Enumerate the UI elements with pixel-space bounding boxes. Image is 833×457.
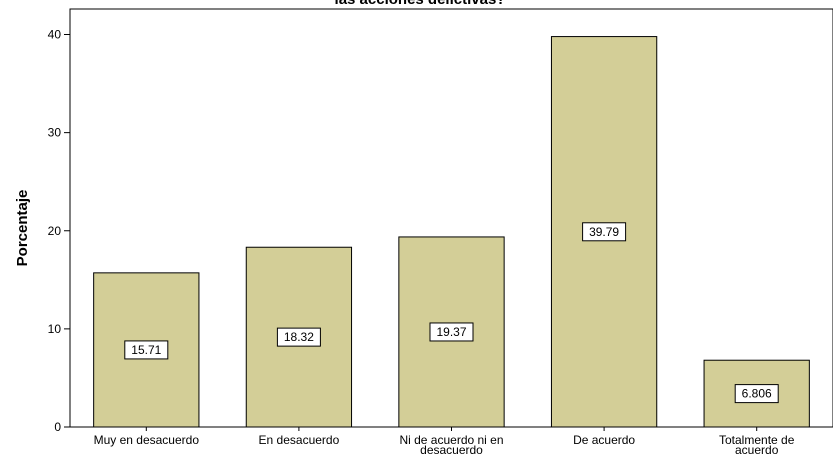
y-tick-label: 40 bbox=[48, 28, 62, 42]
y-axis: 0 10 20 30 40 bbox=[48, 28, 70, 434]
x-tick-label: desacuerdo bbox=[420, 443, 483, 457]
x-tick-label: En desacuerdo bbox=[259, 433, 340, 447]
y-tick-label: 10 bbox=[48, 322, 62, 336]
bars: 15.71 18.32 19.37 39.79 6.806 bbox=[93, 36, 810, 428]
y-tick-label: 30 bbox=[48, 126, 62, 140]
data-label: 15.71 bbox=[131, 343, 161, 357]
chart-title: las acciones delictivas? bbox=[335, 0, 506, 8]
x-axis-labels: Muy en desacuerdo En desacuerdo Ni de acue… bbox=[94, 427, 795, 457]
x-tick-label: Ni de acuerdo ni en bbox=[399, 433, 503, 447]
bar bbox=[93, 272, 200, 428]
y-tick-label: 0 bbox=[54, 420, 61, 434]
x-tick-label: De acuerdo bbox=[573, 433, 635, 447]
data-label-box bbox=[276, 327, 321, 347]
data-label: 39.79 bbox=[589, 225, 619, 239]
data-label-box bbox=[429, 322, 474, 342]
y-axis-label: Porcentaje bbox=[14, 190, 31, 267]
data-label-box bbox=[582, 222, 627, 242]
x-tick-label: Muy en desacuerdo bbox=[94, 433, 200, 447]
data-label: 18.32 bbox=[284, 330, 314, 344]
x-tick-label: acuerdo bbox=[735, 443, 779, 457]
data-label: 19.37 bbox=[436, 325, 466, 339]
y-tick-label: 20 bbox=[48, 224, 62, 238]
data-label-box bbox=[124, 340, 169, 360]
x-tick-label: Totalmente de bbox=[719, 433, 795, 447]
data-label: 6.806 bbox=[742, 387, 772, 401]
data-label-box bbox=[734, 384, 779, 404]
